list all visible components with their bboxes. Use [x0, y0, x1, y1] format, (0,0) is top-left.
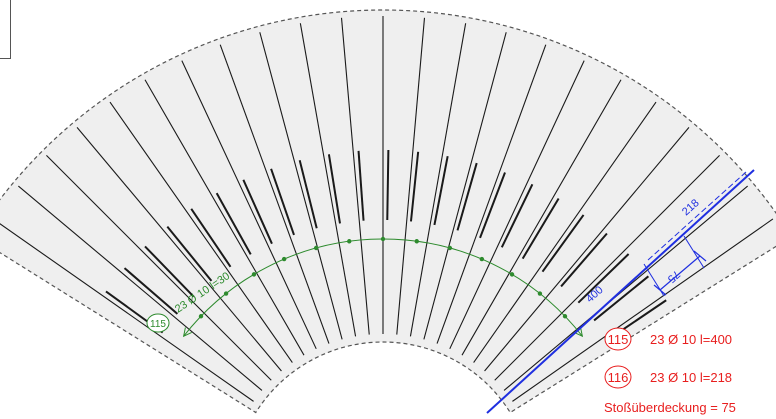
rebar-line — [259, 32, 343, 340]
distribution-dot — [198, 314, 204, 319]
rebar-overlap-segment — [270, 168, 295, 236]
arc-mark-number: 115 — [150, 319, 166, 330]
distribution-dot — [251, 272, 257, 277]
legend-item-115: 115 23 Ø 10 l=400 — [604, 327, 732, 351]
rebar-overlap-segment — [560, 232, 608, 288]
legend-mark-number: 116 — [608, 370, 629, 385]
rebar-overlap-segment — [479, 172, 506, 239]
distribution-dot — [380, 236, 386, 242]
rebar-overlap-segment — [541, 214, 585, 273]
distribution-dot — [447, 245, 453, 251]
rebar-line — [473, 101, 657, 363]
legend-item-116: 116 23 Ø 10 l=218 — [604, 365, 732, 389]
rebar-line — [181, 60, 317, 350]
radial-rebar-group — [0, 16, 774, 402]
arc-mark-bubble — [146, 313, 170, 333]
rebar-line — [503, 185, 748, 391]
distribution-dot — [223, 291, 229, 296]
rebar-line — [18, 185, 263, 391]
rebar-line — [219, 44, 330, 344]
rebar-overlap-segment — [357, 150, 365, 221]
rebar-line — [299, 23, 357, 337]
overlap-dimension-line — [659, 255, 701, 291]
rebar-overlap-segment — [593, 275, 650, 322]
distribution-dot — [347, 239, 352, 244]
distribution-arrow — [574, 327, 584, 338]
distribution-dot — [414, 239, 419, 244]
legend-bar-description: 23 Ø 10 l=400 — [650, 332, 732, 347]
rebar-line — [494, 155, 720, 381]
rebar-line — [396, 17, 426, 335]
rebar-overlap-segment — [215, 192, 252, 255]
distribution-dot — [537, 291, 543, 296]
rebar-overlap-segment — [327, 154, 341, 224]
bar-length-dimension-line — [486, 169, 755, 414]
viewport-frame-edge — [0, 0, 11, 59]
overlap-note: Stoßüberdeckung = 75 — [604, 400, 736, 415]
distribution-dot — [313, 245, 319, 251]
distribution-dot — [509, 272, 515, 277]
rebar-line — [449, 60, 585, 350]
rebar-overlap-segment — [298, 160, 318, 229]
rebar-overlap-segment — [433, 155, 449, 226]
rebar-overlap-segment — [123, 267, 179, 315]
rebar-line — [436, 44, 547, 344]
legend-mark-bubble — [604, 327, 632, 351]
distribution-arrow — [182, 327, 192, 338]
rebar-overlap-segment — [521, 198, 560, 260]
distribution-line-group — [182, 236, 584, 338]
rebar-line — [423, 32, 507, 340]
rebar-line — [109, 101, 293, 363]
overlap-extension-2 — [683, 235, 705, 269]
legend-mark-number: 115 — [608, 332, 629, 347]
rebar-overlap-segment — [242, 179, 273, 245]
rebar-overlap-segment — [456, 162, 478, 231]
overlap-tick-1 — [653, 284, 667, 296]
rebar-line — [409, 23, 467, 337]
rebar-overlap-segment — [577, 253, 630, 304]
rebar-line — [484, 127, 690, 372]
distribution-dot — [562, 314, 568, 319]
second-bar-dimension-line — [647, 171, 747, 261]
rebar-line — [76, 127, 282, 372]
distribution-dot — [479, 256, 485, 262]
bar-legend: 115 23 Ø 10 l=400 116 23 Ø 10 l=218 Stoß… — [604, 327, 736, 415]
legend-bar-description: 23 Ø 10 l=218 — [650, 370, 732, 385]
rebar-overlap-segment — [409, 151, 420, 222]
rebar-overlap-segment — [144, 245, 195, 298]
rebar-line — [144, 79, 305, 356]
rebar-line — [512, 218, 774, 402]
legend-mark-bubble — [604, 365, 632, 389]
rebar-overlap-segment — [166, 225, 213, 282]
rebar-overlap-segment — [500, 183, 534, 248]
rebar-overlap-segment — [386, 150, 390, 221]
rebar-line — [0, 223, 254, 402]
overlap-tick-2 — [693, 250, 707, 262]
rebar-line — [340, 17, 370, 335]
distribution-dot — [281, 256, 287, 262]
rebar-overlap-segment — [190, 208, 232, 268]
rebar-line — [46, 155, 272, 381]
rebar-line — [461, 79, 622, 356]
